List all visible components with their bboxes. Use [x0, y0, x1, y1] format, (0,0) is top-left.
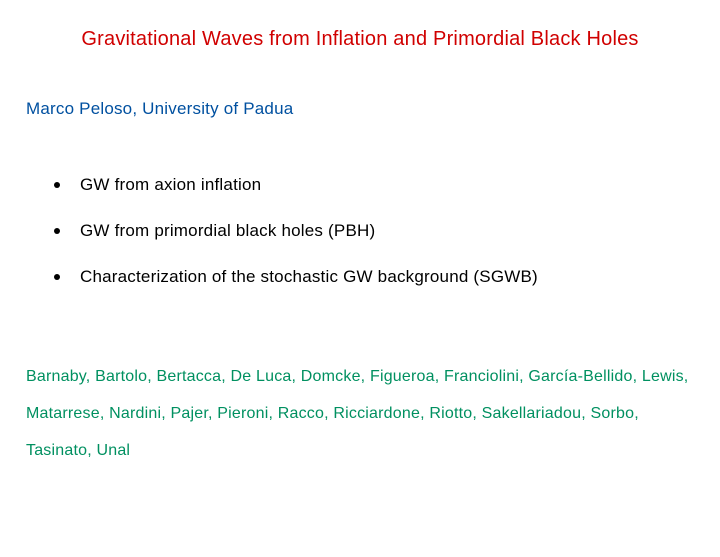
bullet-text: Characterization of the stochastic GW ba…	[80, 267, 538, 287]
bullet-icon	[54, 228, 60, 234]
list-item: GW from axion inflation	[54, 175, 698, 195]
bullet-icon	[54, 274, 60, 280]
bullet-icon	[54, 182, 60, 188]
list-item: Characterization of the stochastic GW ba…	[54, 267, 698, 287]
collaborators-block: Barnaby, Bartolo, Bertacca, De Luca, Dom…	[26, 359, 698, 469]
bullet-list: GW from axion inflation GW from primordi…	[54, 175, 698, 287]
slide-container: Gravitational Waves from Inflation and P…	[0, 0, 720, 557]
bullet-text: GW from primordial black holes (PBH)	[80, 221, 375, 241]
author-line: Marco Peloso, University of Padua	[26, 99, 698, 119]
slide-title: Gravitational Waves from Inflation and P…	[22, 28, 698, 51]
list-item: GW from primordial black holes (PBH)	[54, 221, 698, 241]
bullet-text: GW from axion inflation	[80, 175, 261, 195]
